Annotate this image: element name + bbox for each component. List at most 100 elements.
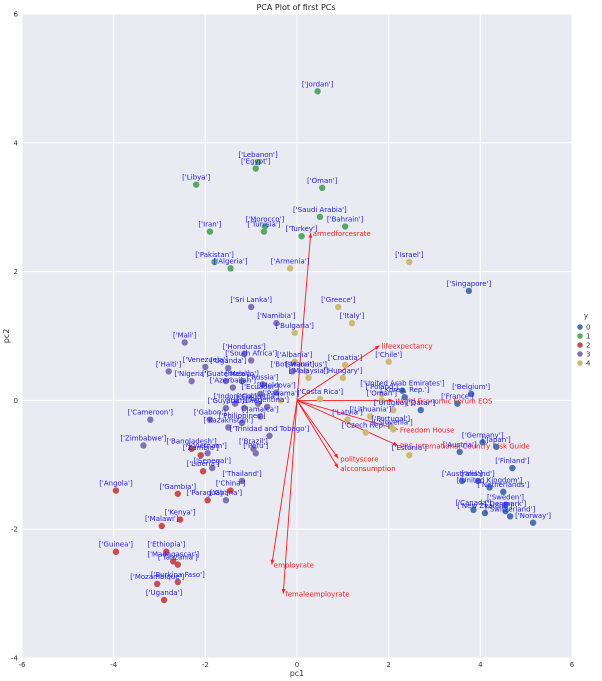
legend-label: 1 [586, 333, 590, 341]
data-point [316, 395, 324, 403]
data-point [227, 487, 234, 494]
x-tick-label: -2 [202, 661, 209, 669]
point-label: ['Norway'] [515, 512, 551, 520]
point-label: ['Philippines'] [218, 412, 265, 420]
point-label: ['Croatia'] [328, 354, 363, 362]
data-point [176, 516, 184, 523]
legend-marker [577, 351, 583, 357]
data-point [467, 390, 475, 398]
data-point [493, 443, 500, 450]
loading-arrowhead [388, 398, 394, 403]
loading-label: employrate [274, 562, 314, 570]
point-label: ['Canada'] [455, 499, 491, 507]
data-point [378, 397, 385, 404]
data-point [529, 519, 537, 526]
x-axis-label: pc1 [290, 669, 305, 678]
point-label: ['Haiti'] [156, 360, 182, 368]
data-point [229, 384, 237, 391]
data-point [406, 451, 413, 459]
data-point [458, 477, 466, 485]
point-label: ['Czech Rep.'] [342, 422, 390, 430]
data-point [252, 165, 259, 172]
data-point [227, 265, 234, 272]
data-point [302, 368, 310, 375]
point-label: ['Burkina Faso'] [151, 571, 205, 579]
point-label: ['Honduras'] [223, 343, 266, 351]
data-point [147, 416, 154, 423]
point-label: ['Thailand'] [222, 470, 262, 478]
data-point [140, 442, 147, 449]
point-label: ['Mozambique'] [130, 573, 184, 581]
point-label: ['Egypt'] [241, 158, 271, 166]
legend-label: 2 [586, 342, 590, 350]
loading-arrow [296, 345, 380, 401]
data-point [348, 319, 356, 327]
point-label: ['Japan'] [482, 436, 511, 444]
loading-arrowhead [374, 345, 380, 350]
data-point [238, 477, 246, 485]
point-label: ['Ireland'] [461, 470, 495, 478]
point-label: ['Ukraine'] [226, 397, 263, 405]
loading-arrow [271, 400, 298, 565]
data-point [502, 507, 509, 515]
loading-label: World Economic Forum EOS [395, 397, 493, 405]
point-label: ['Austria'] [443, 441, 477, 449]
data-point [289, 368, 296, 375]
loading-arrow [282, 400, 298, 594]
point-label: ['China'] [216, 480, 246, 488]
point-label: ['Nigeria'] [174, 370, 209, 378]
point-label: ['Liberia'] [187, 460, 220, 468]
point-label: ['Israel'] [395, 251, 424, 259]
legend-marker [577, 333, 583, 339]
data-point [206, 416, 214, 423]
point-label: ['Panama'] [262, 389, 300, 397]
loading-arrow [296, 399, 399, 446]
point-label: ['Azerbaijan'] [210, 377, 257, 385]
legend-title: y [584, 312, 588, 320]
data-point [202, 363, 209, 371]
data-point [335, 303, 342, 311]
data-point [241, 404, 248, 412]
point-label: ['Mali'] [173, 331, 197, 339]
point-label: ['Guatemala'] [202, 370, 250, 378]
point-label: ['Vietnam'] [188, 442, 227, 450]
point-label: ['Venezuela'] [183, 356, 229, 364]
point-label: ['Chile'] [375, 351, 402, 359]
data-point [241, 350, 248, 358]
point-label: ['Peru'] [243, 442, 268, 450]
data-point [199, 468, 207, 475]
point-label: ['Portugal'] [372, 415, 411, 423]
data-point [163, 548, 170, 555]
data-point [277, 397, 285, 404]
point-label: ['Slovenia'] [374, 418, 413, 426]
point-label: ['Mexico'] [225, 370, 259, 378]
point-label: ['Italy'] [340, 312, 365, 320]
point-label: ['Uganda'] [210, 357, 247, 365]
point-label: ['Belgium'] [452, 383, 490, 391]
point-label: ['Lithuania'] [349, 406, 391, 414]
data-point [222, 377, 230, 385]
loading-label: polityscore [340, 455, 378, 463]
loading-label: armedforcesrate [313, 230, 371, 238]
data-point [390, 426, 397, 433]
data-point [454, 400, 461, 407]
loading-arrowhead [334, 463, 339, 469]
data-point [470, 506, 477, 514]
point-label: ['Jamaica'] [242, 406, 279, 414]
point-label: ['Indonesia'] [214, 393, 257, 401]
loading-arrowhead [333, 453, 339, 459]
data-point [502, 501, 509, 508]
x-tick-label: 0 [295, 661, 299, 669]
data-point [316, 213, 324, 221]
loading-arrowhead [308, 232, 313, 238]
data-point [257, 413, 264, 420]
data-point [154, 580, 161, 588]
data-point [261, 223, 269, 230]
point-label: ['Argentina'] [245, 396, 289, 404]
data-point [500, 488, 507, 496]
point-label: ['Denmark'] [485, 500, 527, 508]
loading-arrows: armedforcesrate lifeexpectancy World Econo… [270, 230, 530, 599]
point-label: ['Saudi Arabia'] [293, 206, 347, 214]
